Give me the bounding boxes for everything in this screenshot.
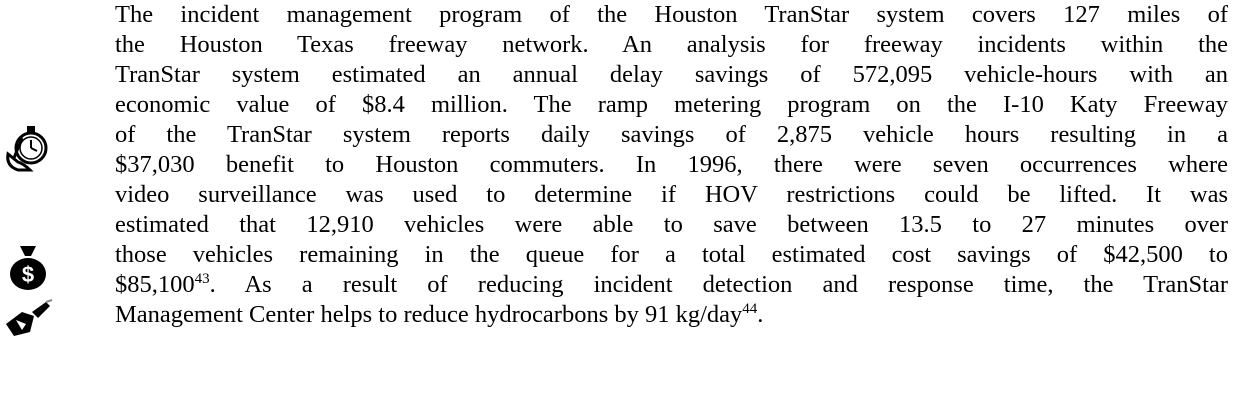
text: estimated that 12,910 vehicles were able… (115, 211, 1228, 238)
text-line: $85,10043. As a result of reducing incid… (115, 270, 1228, 300)
text-line: video surveillance was used to determine… (115, 180, 1228, 210)
text: . As a result of reducing incident detec… (209, 271, 1228, 298)
text: the Houston Texas freeway network. An an… (115, 31, 1228, 58)
text-line: Management Center helps to reduce hydroc… (115, 300, 1228, 330)
text: $37,030 benefit to Houston commuters. In… (115, 151, 1228, 178)
text-line: of the TranStar system reports daily sav… (115, 120, 1228, 150)
paragraph: The incident management program of the H… (115, 0, 1228, 330)
text: Management Center helps to reduce hydroc… (115, 301, 743, 328)
money-bag-icon: $ (10, 246, 46, 290)
footnote-ref: 43 (194, 271, 210, 287)
text-line: economic value of $8.4 million. The ramp… (115, 90, 1228, 120)
text: The incident management program of the H… (115, 1, 1228, 28)
text: $85,100 (115, 271, 195, 298)
text: TranStar system estimated an annual dela… (115, 61, 1228, 88)
text-line: those vehicles remaining in the queue fo… (115, 240, 1228, 270)
text: of the TranStar system reports daily sav… (115, 121, 1228, 148)
footnote-ref: 44 (742, 301, 758, 317)
text: . (757, 301, 764, 328)
text-line: $37,030 benefit to Houston commuters. In… (115, 150, 1228, 180)
text-line: the Houston Texas freeway network. An an… (115, 30, 1228, 60)
fuel-pump-icon (6, 299, 53, 336)
stopwatch-icon (6, 126, 48, 172)
text: those vehicles remaining in the queue fo… (115, 241, 1228, 268)
text-line: estimated that 12,910 vehicles were able… (115, 210, 1228, 240)
svg-text:$: $ (22, 262, 34, 287)
text: economic value of $8.4 million. The ramp… (115, 91, 1228, 118)
text: video surveillance was used to determine… (115, 181, 1228, 208)
text-line: TranStar system estimated an annual dela… (115, 60, 1228, 90)
text-line: The incident management program of the H… (115, 0, 1228, 30)
